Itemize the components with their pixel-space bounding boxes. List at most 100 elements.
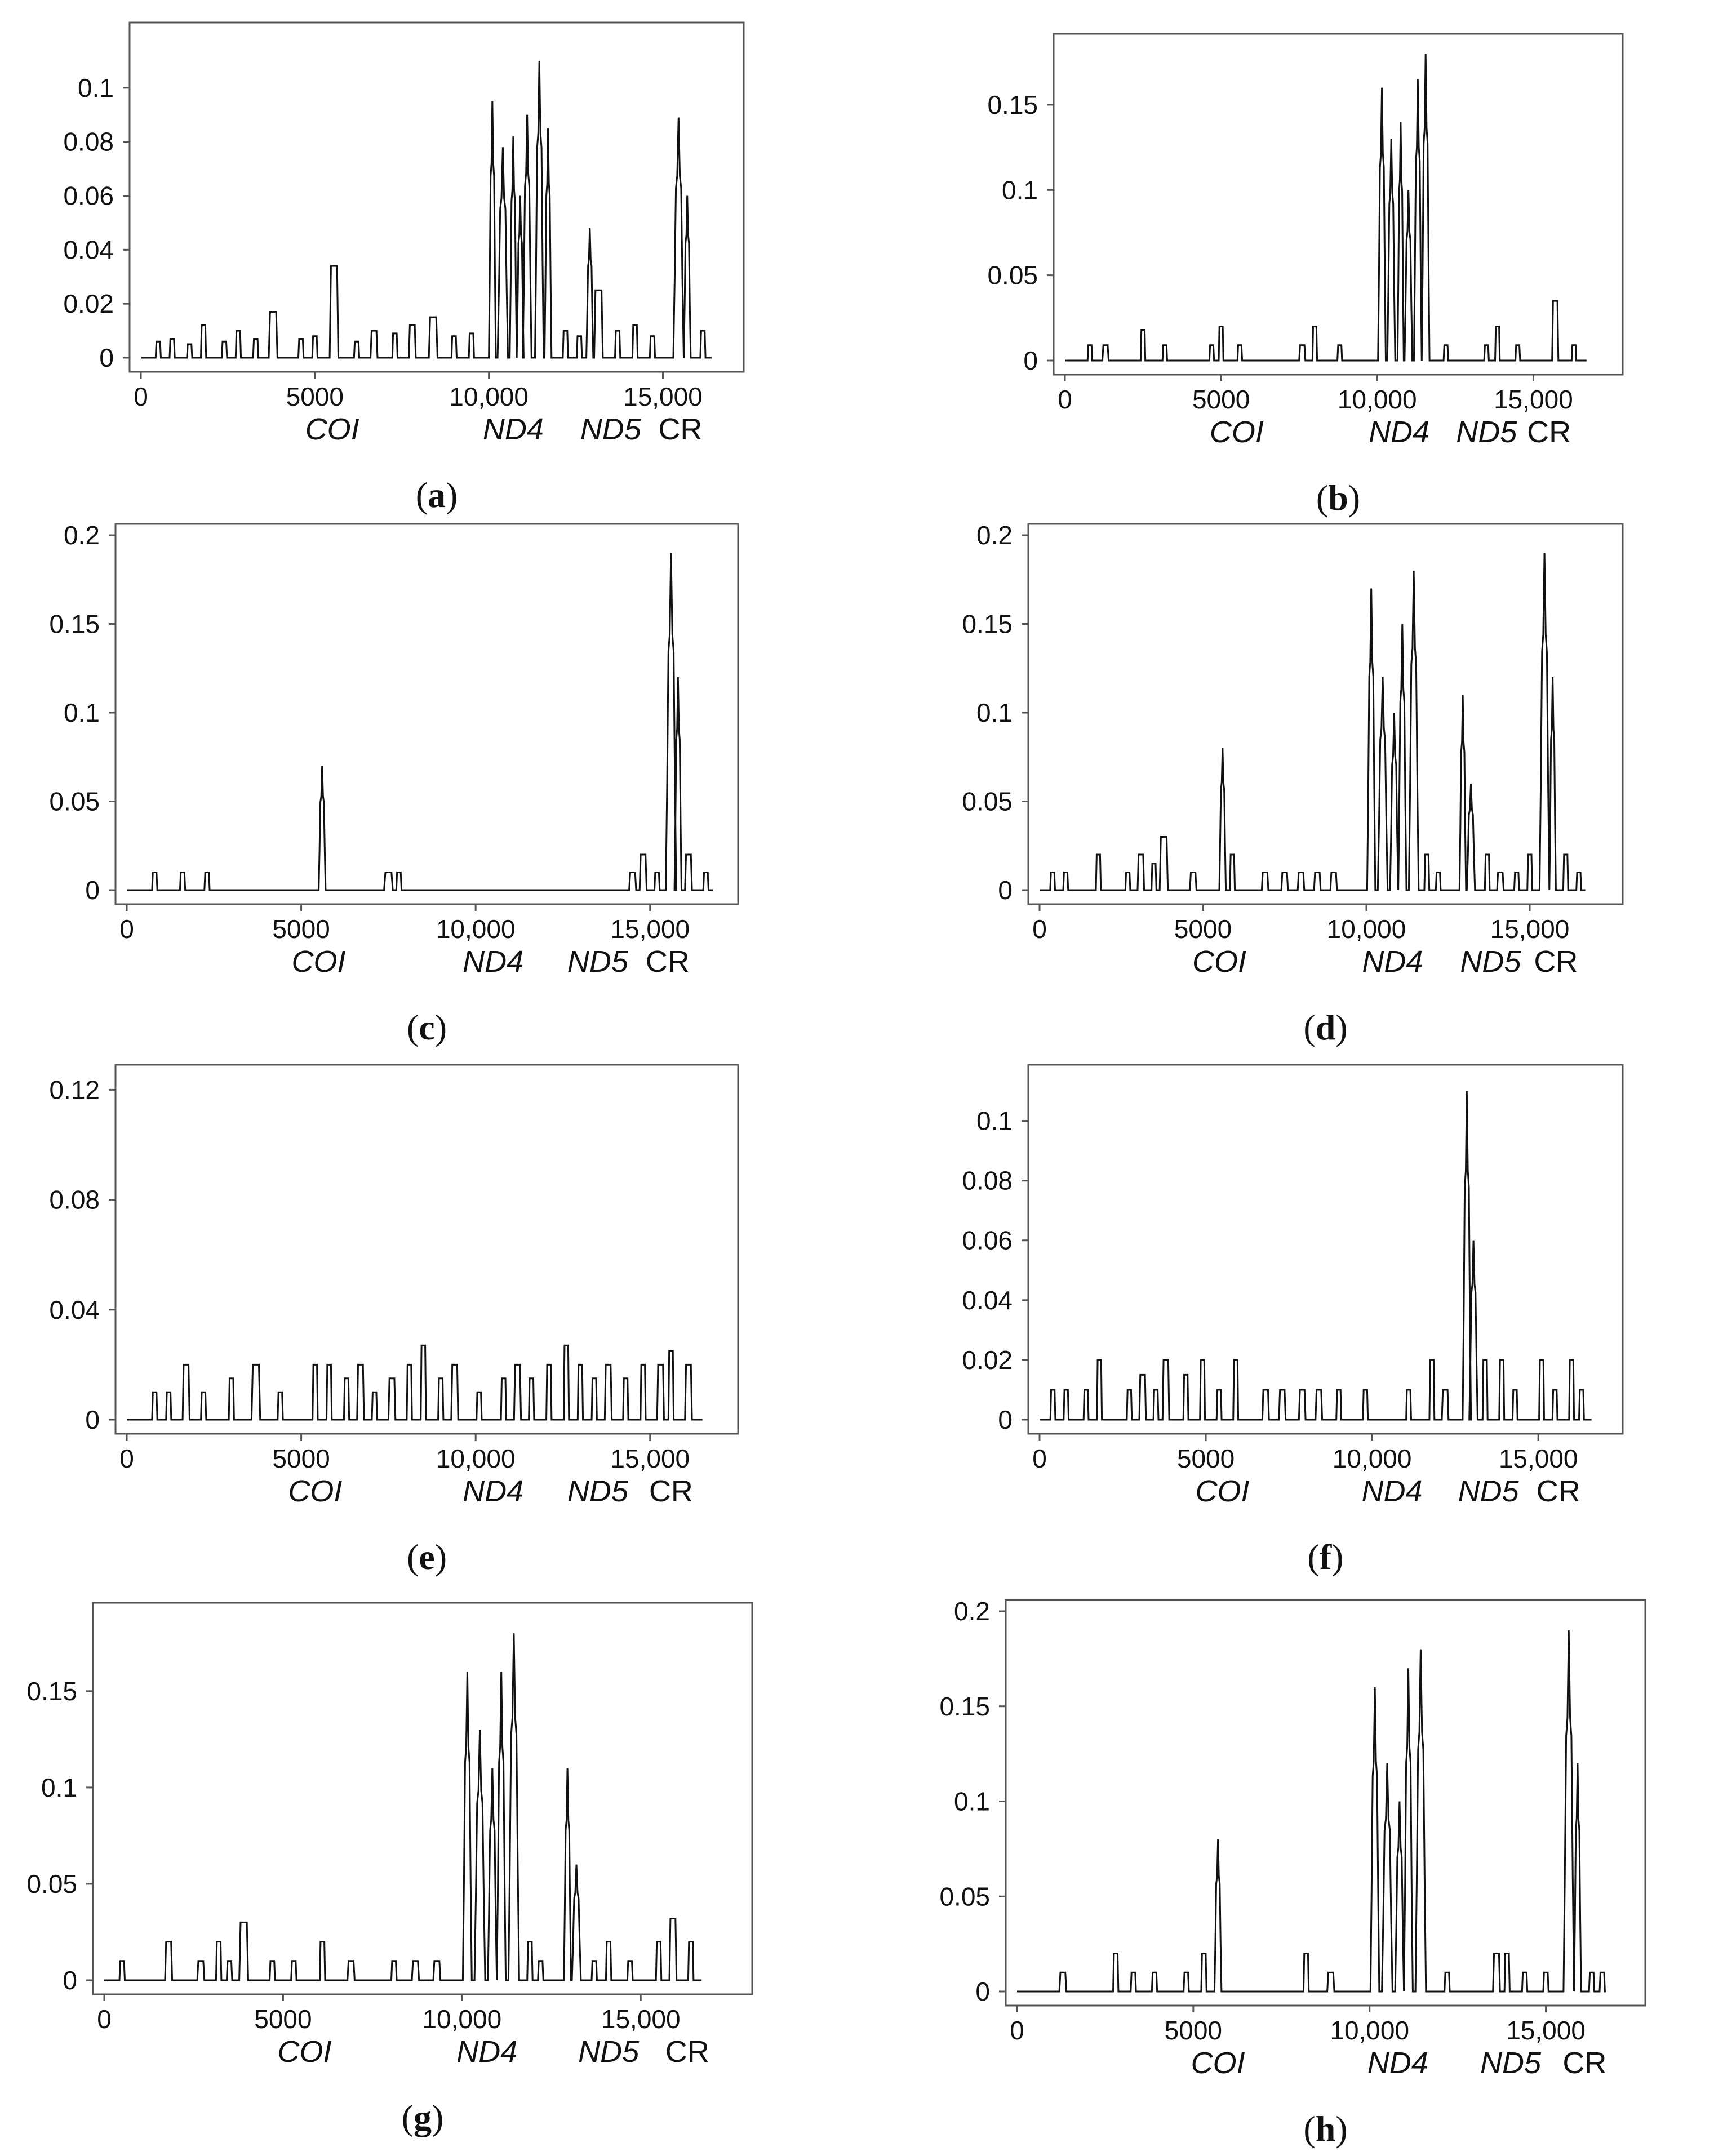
y-tick-label: 0 — [99, 343, 114, 372]
x-tick-label: 10,000 — [436, 914, 516, 944]
y-tick-label: 0 — [63, 1966, 77, 1995]
series-line — [1017, 1630, 1606, 1993]
gene-label-cr: CR — [658, 412, 702, 446]
series-line — [1040, 553, 1586, 891]
gene-label-cr: CR — [1527, 415, 1571, 449]
y-tick-label: 0 — [1023, 346, 1038, 375]
panel-caption: (d) — [1303, 1007, 1347, 1047]
gene-label-nd5: ND5 — [1460, 945, 1521, 979]
y-tick-label: 0.04 — [962, 1286, 1013, 1315]
gene-label-nd4: ND4 — [483, 412, 544, 446]
y-tick-label: 0 — [85, 1405, 100, 1434]
gene-label-nd5: ND5 — [567, 945, 629, 979]
gene-label-cr: CR — [649, 1474, 693, 1508]
x-tick-label: 15,000 — [1494, 385, 1573, 414]
y-tick-label: 0.1 — [1002, 175, 1038, 205]
gene-label-nd4: ND4 — [463, 945, 523, 979]
series-line — [1040, 1091, 1592, 1421]
panel-g: 0 0.05 0.1 0.15 0 5000 10,000 15,000 COI ND4 ND5 CR… — [26, 1602, 753, 2137]
y-tick-label: 0.2 — [64, 521, 100, 550]
gene-label-nd5: ND5 — [578, 2035, 640, 2069]
panel-d: 0 0.05 0.1 0.15 0.2 0 5000 10,000 15,000 COI ND4 ND… — [962, 521, 1624, 1047]
panel-h: 0 0.05 0.1 0.15 0.2 0 5000 10,000 15,000 COI ND4 ND… — [939, 1597, 1646, 2149]
x-tick-label: 15,000 — [1499, 1444, 1578, 1473]
series-line — [127, 553, 713, 891]
y-tick-label: 0.2 — [976, 521, 1013, 550]
gene-label-cr: CR — [646, 945, 690, 979]
y-tick-label: 0.02 — [962, 1345, 1013, 1375]
gene-label-coi: COI — [1196, 1474, 1250, 1508]
x-tick-label: 15,000 — [1490, 914, 1570, 944]
plot-frame — [1027, 1064, 1624, 1435]
y-tick-label: 0.05 — [49, 787, 100, 816]
y-tick-label: 0.05 — [987, 261, 1038, 290]
x-tick-label: 0 — [1010, 2016, 1024, 2045]
y-tick-label: 0.05 — [962, 787, 1013, 816]
y-tick-label: 0.02 — [63, 289, 114, 318]
gene-label-nd5: ND5 — [1458, 1474, 1520, 1508]
y-tick-label: 0.1 — [78, 73, 114, 103]
y-tick-label: 0.15 — [939, 1692, 990, 1721]
plot-frame — [1053, 33, 1624, 376]
x-tick-label: 10,000 — [449, 382, 529, 411]
y-tick-label: 0.05 — [939, 1882, 990, 1911]
gene-label-nd4: ND4 — [1369, 415, 1429, 449]
gene-label-coi: COI — [1210, 415, 1264, 449]
gene-label-cr: CR — [1562, 2046, 1606, 2080]
panel-caption: (h) — [1303, 2109, 1347, 2149]
y-tick-label: 0.15 — [26, 1677, 77, 1706]
x-tick-label: 5000 — [254, 2004, 312, 2034]
gene-label-coi: COI — [1191, 2046, 1245, 2080]
x-tick-label: 15,000 — [610, 914, 690, 944]
x-tick-label: 5000 — [1174, 914, 1232, 944]
panel-caption: (b) — [1316, 478, 1360, 518]
x-tick-label: 0 — [1032, 1444, 1047, 1473]
y-tick-label: 0.1 — [41, 1773, 77, 1802]
series-line — [104, 1633, 702, 1981]
y-tick-label: 0.08 — [49, 1185, 100, 1215]
x-tick-label: 0 — [1058, 385, 1072, 414]
plot-frame — [1027, 523, 1624, 905]
y-tick-label: 0 — [998, 1405, 1013, 1434]
gene-label-nd4: ND4 — [1362, 945, 1423, 979]
x-tick-label: 5000 — [286, 382, 344, 411]
gene-label-coi: COI — [292, 945, 346, 979]
panel-a: 0 0.02 0.04 0.06 0.08 0.1 0 5000 10,000 15,000 COI… — [63, 21, 745, 515]
gene-label-nd5: ND5 — [1456, 415, 1517, 449]
y-tick-label: 0.15 — [987, 90, 1038, 119]
x-tick-label: 15,000 — [1506, 2016, 1586, 2045]
plot-frame — [1005, 1599, 1646, 2007]
x-tick-label: 15,000 — [610, 1444, 690, 1473]
y-tick-label: 0.1 — [954, 1787, 990, 1816]
x-tick-label: 0 — [1032, 914, 1047, 944]
panel-caption: (e) — [407, 1537, 447, 1577]
plot-frame — [128, 21, 745, 373]
x-tick-label: 15,000 — [601, 2004, 681, 2034]
panel-b: 0 0.05 0.1 0.15 0 5000 10,000 15,000 COI ND4 ND5 CR… — [987, 33, 1624, 518]
y-tick-label: 0.04 — [63, 235, 114, 264]
y-tick-label: 0.04 — [49, 1295, 100, 1324]
series-line — [1065, 54, 1587, 362]
gene-label-coi: COI — [288, 1474, 342, 1508]
x-tick-label: 5000 — [272, 1444, 330, 1473]
plot-frame — [114, 1064, 739, 1435]
gene-label-nd4: ND4 — [1362, 1474, 1423, 1508]
y-tick-label: 0.12 — [49, 1075, 100, 1104]
gene-label-coi: COI — [1192, 945, 1246, 979]
gene-label-nd4: ND4 — [463, 1474, 523, 1508]
gene-label-coi: COI — [277, 2035, 331, 2069]
gene-label-cr: CR — [1534, 945, 1578, 979]
plot-frame — [92, 1602, 753, 1995]
y-tick-label: 0 — [975, 1977, 990, 2006]
x-tick-label: 5000 — [272, 914, 330, 944]
x-tick-label: 10,000 — [1333, 1444, 1412, 1473]
y-tick-label: 0.08 — [63, 127, 114, 157]
y-tick-label: 0.1 — [976, 1106, 1013, 1136]
gene-label-nd5: ND5 — [567, 1474, 629, 1508]
panel-caption: (g) — [402, 2097, 444, 2137]
y-tick-label: 0 — [998, 875, 1013, 905]
y-tick-label: 0.06 — [962, 1226, 1013, 1255]
x-tick-label: 15,000 — [623, 382, 703, 411]
y-tick-label: 0.15 — [49, 610, 100, 639]
